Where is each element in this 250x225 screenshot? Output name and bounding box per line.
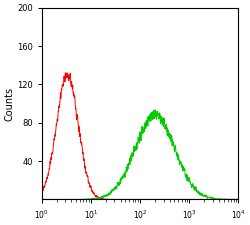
Y-axis label: Counts: Counts xyxy=(4,86,14,121)
